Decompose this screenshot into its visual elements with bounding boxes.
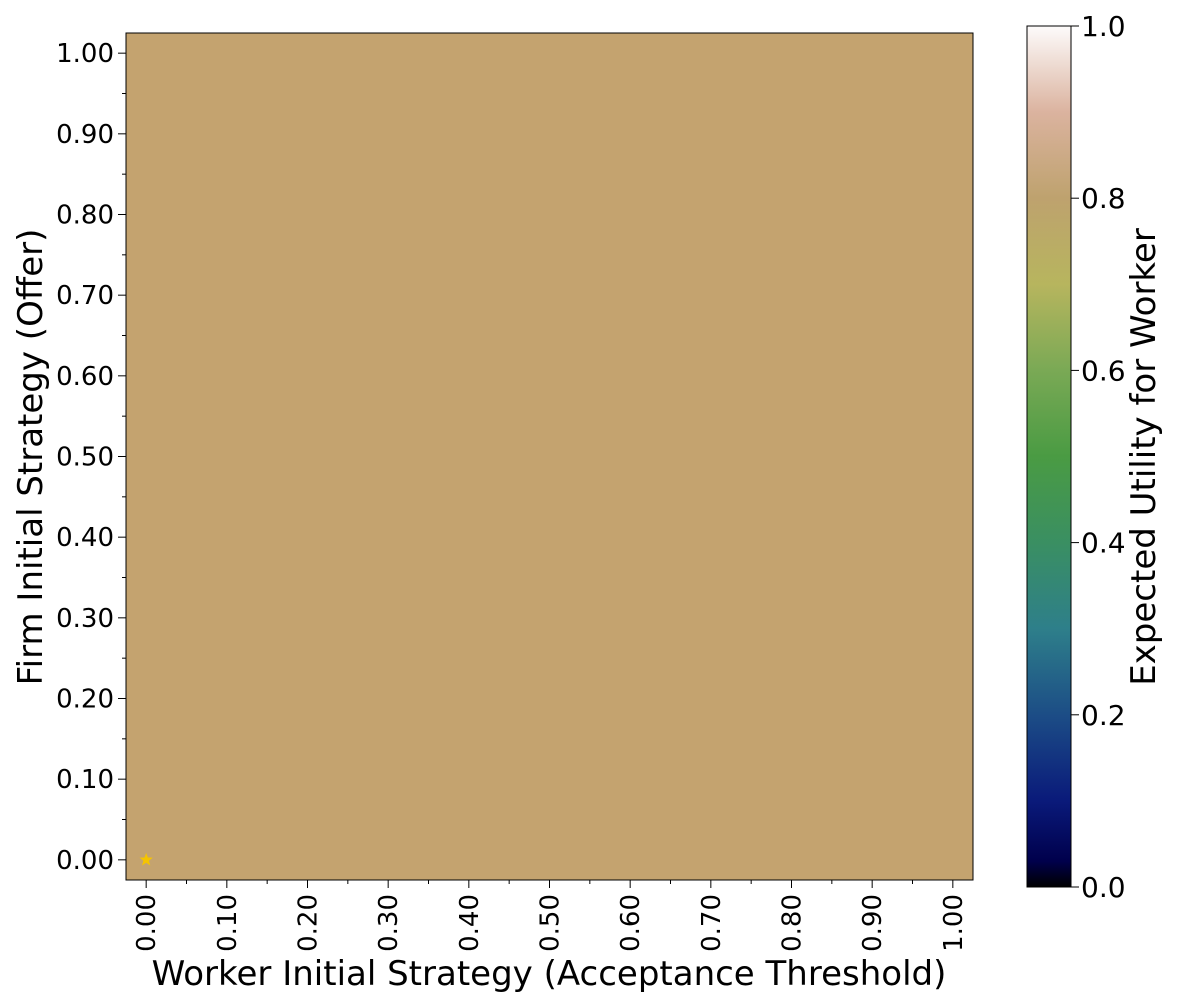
x-tick-label: 0.70 (697, 894, 727, 952)
x-tick-label: 0.00 (132, 894, 162, 952)
y-tick-label: 0.00 (56, 846, 114, 876)
x-tick-label: 0.40 (455, 894, 485, 952)
x-tick-label: 0.30 (374, 894, 404, 952)
colorbar-tick-label: 0.2 (1081, 699, 1126, 732)
y-tick-label: 0.70 (56, 281, 114, 311)
x-tick-label: 0.60 (616, 894, 646, 952)
colorbar-tick-label: 0.0 (1081, 871, 1126, 904)
x-tick-label: 0.80 (778, 894, 808, 952)
colorbar-label: Expected Utility for Worker (1124, 228, 1164, 686)
x-tick-label: 0.50 (536, 894, 566, 952)
y-tick-label: 1.00 (56, 39, 114, 69)
x-axis-label: Worker Initial Strategy (Acceptance Thre… (152, 954, 947, 994)
colorbar-tick-label: 1.0 (1081, 10, 1126, 43)
colorbar-tick-label: 0.8 (1081, 182, 1126, 215)
colorbar (1027, 26, 1071, 887)
heatmap-cells (126, 33, 973, 880)
star-marker (139, 852, 153, 866)
y-tick-label: 0.30 (56, 604, 114, 634)
y-axis-label: Firm Initial Strategy (Offer) (11, 229, 51, 686)
x-tick-label: 0.90 (858, 894, 888, 952)
x-tick-label: 1.00 (939, 894, 969, 952)
y-tick-label: 0.10 (56, 765, 114, 795)
y-tick-label: 0.90 (56, 120, 114, 150)
y-tick-label: 0.80 (56, 201, 114, 231)
colorbar-tick-label: 0.4 (1081, 527, 1126, 560)
x-tick-label: 0.20 (294, 894, 324, 952)
y-tick-label: 0.40 (56, 523, 114, 553)
colorbar-tick-label: 0.6 (1081, 354, 1126, 387)
colorbar-frame (1026, 25, 1072, 888)
x-tick-label: 0.10 (213, 894, 243, 952)
y-tick-label: 0.50 (56, 443, 114, 473)
y-tick-label: 0.20 (56, 685, 114, 715)
y-tick-label: 0.60 (56, 362, 114, 392)
